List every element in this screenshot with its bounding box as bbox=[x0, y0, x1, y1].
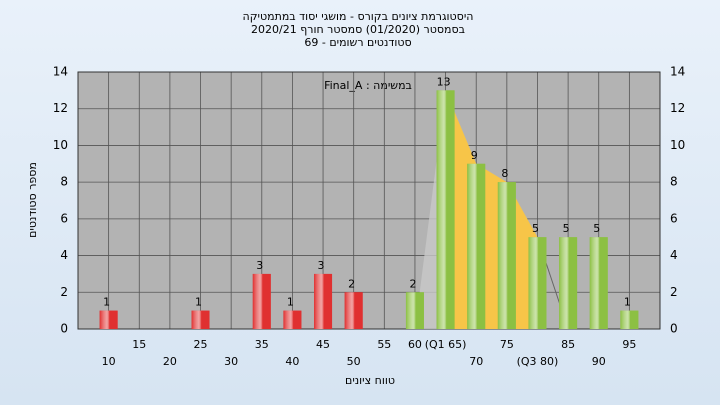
x-tick-label: 55 bbox=[377, 338, 391, 351]
x-tick-label: 25 bbox=[194, 338, 208, 351]
y2-tick-label: 2 bbox=[670, 285, 678, 299]
x-tick-label: 45 bbox=[316, 338, 330, 351]
x-tick-label: 60 bbox=[408, 338, 422, 351]
x-tick-label: (Q3 80) bbox=[517, 355, 559, 368]
y-tick-label: 6 bbox=[60, 211, 68, 225]
x-tick-label: 70 bbox=[469, 355, 483, 368]
data-label: 1 bbox=[103, 296, 110, 309]
data-label: 5 bbox=[563, 222, 570, 235]
y-axis-title: מספר סטודנטים bbox=[26, 162, 39, 238]
y-tick-label: 12 bbox=[53, 101, 68, 115]
data-label: 2 bbox=[348, 277, 355, 290]
chart-subtitle: בסמסטר (01/2020) סמסטר חורף 2020/21 bbox=[251, 23, 465, 36]
bar-shine bbox=[283, 310, 302, 329]
x-tick-label: 30 bbox=[224, 355, 238, 368]
bar-shine bbox=[528, 237, 547, 329]
x-tick-label: 20 bbox=[163, 355, 177, 368]
plot-border bbox=[77, 71, 661, 330]
annotation: במשימה : Final_A bbox=[324, 79, 412, 92]
x-tick-label: 10 bbox=[102, 355, 116, 368]
y-tick-label: 4 bbox=[60, 248, 68, 262]
bar-shine bbox=[436, 90, 455, 329]
x-tick-label: (Q1 65) bbox=[425, 338, 467, 351]
bar-shine bbox=[589, 237, 608, 329]
bar-shine bbox=[467, 163, 486, 329]
y-tick-label: 0 bbox=[60, 322, 68, 336]
data-label: 13 bbox=[437, 75, 451, 88]
data-label: 1 bbox=[195, 296, 202, 309]
bar-shine bbox=[99, 310, 118, 329]
x-tick-label: 35 bbox=[255, 338, 269, 351]
data-label: 9 bbox=[471, 149, 478, 162]
x-tick-label: 15 bbox=[132, 338, 146, 351]
bar-shine bbox=[314, 273, 333, 329]
y-tick-label: 2 bbox=[60, 285, 68, 299]
bar-shine bbox=[559, 237, 578, 329]
y2-tick-label: 4 bbox=[670, 248, 678, 262]
x-tick-label: 95 bbox=[622, 338, 636, 351]
y-tick-label: 8 bbox=[60, 175, 68, 189]
data-label: 2 bbox=[409, 277, 416, 290]
x-tick-label: 75 bbox=[500, 338, 514, 351]
y2-tick-label: 10 bbox=[670, 138, 685, 152]
data-label: 5 bbox=[593, 222, 600, 235]
data-label: 1 bbox=[287, 296, 294, 309]
y2-tick-label: 8 bbox=[670, 175, 678, 189]
x-tick-label: 85 bbox=[561, 338, 575, 351]
data-label: 3 bbox=[256, 259, 263, 272]
bar-shine bbox=[252, 273, 271, 329]
chart-title: היסטוגרמת ציונים בקורס - מושגי יסוד במתמ… bbox=[243, 10, 474, 23]
x-tick-label: 50 bbox=[347, 355, 361, 368]
bar-shine bbox=[405, 292, 424, 329]
y2-tick-label: 6 bbox=[670, 211, 678, 225]
data-label: 5 bbox=[532, 222, 539, 235]
data-label: 8 bbox=[501, 167, 508, 180]
chart-subtitle: סטודנטים רשומים - 69 bbox=[304, 36, 411, 49]
y2-tick-label: 0 bbox=[670, 322, 678, 336]
bar-shine bbox=[620, 310, 639, 329]
y2-tick-label: 14 bbox=[670, 65, 685, 79]
bar-shine bbox=[344, 292, 363, 329]
data-label: 3 bbox=[318, 259, 325, 272]
x-axis-title: טווח ציונים bbox=[345, 374, 395, 387]
bar-shine bbox=[497, 182, 516, 329]
bar-shine bbox=[191, 310, 210, 329]
data-label: 1 bbox=[624, 296, 631, 309]
x-tick-label: 90 bbox=[592, 355, 606, 368]
y2-tick-label: 12 bbox=[670, 101, 685, 115]
x-tick-label: 40 bbox=[285, 355, 299, 368]
y-tick-label: 14 bbox=[53, 65, 68, 79]
y-tick-label: 10 bbox=[53, 138, 68, 152]
